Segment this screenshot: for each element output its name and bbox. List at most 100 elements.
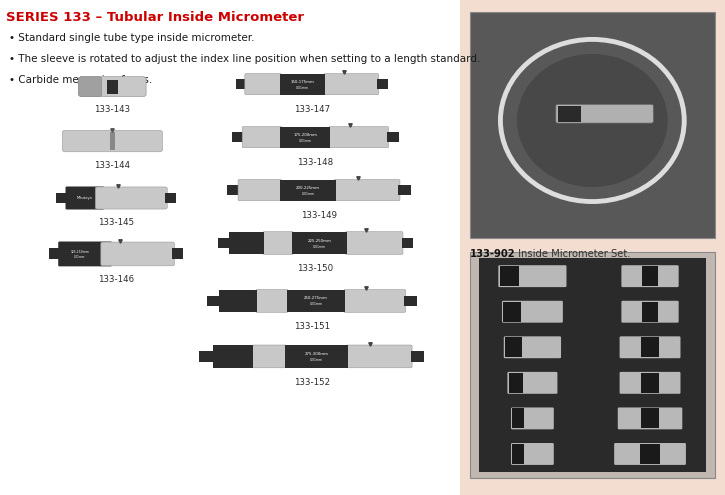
Bar: [232, 132, 244, 142]
Bar: [207, 296, 219, 306]
Bar: [281, 127, 331, 148]
FancyBboxPatch shape: [78, 77, 146, 97]
Bar: [218, 238, 229, 248]
Text: 0.01mm: 0.01mm: [313, 245, 326, 248]
Bar: [641, 408, 659, 428]
Bar: [558, 106, 581, 122]
FancyBboxPatch shape: [556, 104, 653, 123]
Text: 133-148: 133-148: [297, 157, 334, 167]
Bar: [107, 80, 118, 94]
Text: Inside Micrometer Set.: Inside Micrometer Set.: [515, 249, 631, 259]
Text: 0.01mm: 0.01mm: [299, 139, 312, 143]
FancyBboxPatch shape: [620, 372, 681, 394]
Text: Mitutoyo: Mitutoyo: [77, 196, 93, 200]
Bar: [229, 232, 265, 254]
Text: 225-250mm: 225-250mm: [307, 239, 331, 243]
FancyBboxPatch shape: [324, 74, 378, 95]
Bar: [500, 266, 519, 286]
Text: SERIES 133 – Tubular Inside Micrometer: SERIES 133 – Tubular Inside Micrometer: [6, 11, 304, 24]
Bar: [286, 290, 345, 312]
Text: 133-149: 133-149: [301, 210, 337, 220]
Bar: [199, 351, 213, 362]
FancyBboxPatch shape: [344, 290, 406, 312]
FancyBboxPatch shape: [620, 336, 681, 358]
Bar: [642, 266, 658, 286]
Text: 150-175mm: 150-175mm: [291, 80, 315, 84]
FancyBboxPatch shape: [78, 77, 102, 97]
FancyBboxPatch shape: [511, 407, 554, 429]
Bar: [377, 79, 388, 89]
FancyBboxPatch shape: [58, 242, 112, 266]
Bar: [213, 345, 253, 368]
Bar: [470, 252, 715, 478]
FancyBboxPatch shape: [618, 407, 682, 429]
Text: 133-151: 133-151: [294, 322, 330, 331]
FancyBboxPatch shape: [95, 187, 167, 209]
FancyBboxPatch shape: [498, 265, 566, 287]
FancyBboxPatch shape: [242, 127, 282, 148]
FancyBboxPatch shape: [504, 336, 561, 358]
FancyBboxPatch shape: [62, 130, 162, 152]
Bar: [236, 79, 246, 89]
Bar: [639, 444, 660, 464]
FancyBboxPatch shape: [347, 345, 412, 368]
Text: 133-150: 133-150: [297, 264, 334, 273]
FancyBboxPatch shape: [245, 74, 281, 95]
Bar: [503, 302, 521, 322]
Bar: [460, 0, 725, 495]
Text: • Carbide measuring faces.: • Carbide measuring faces.: [9, 75, 152, 85]
Text: 133-152: 133-152: [294, 378, 330, 387]
Bar: [402, 238, 413, 248]
FancyBboxPatch shape: [65, 187, 104, 209]
Text: 0.01mm: 0.01mm: [310, 302, 323, 306]
FancyBboxPatch shape: [507, 372, 558, 394]
Bar: [642, 337, 659, 357]
Text: • The sleeve is rotated to adjust the index line position when setting to a leng: • The sleeve is rotated to adjust the in…: [9, 54, 480, 64]
Bar: [387, 132, 399, 142]
Text: 133-144: 133-144: [94, 161, 130, 170]
Bar: [470, 12, 715, 238]
FancyBboxPatch shape: [502, 301, 563, 323]
Bar: [292, 232, 347, 254]
FancyBboxPatch shape: [621, 265, 679, 287]
Bar: [109, 132, 115, 150]
Bar: [280, 180, 336, 200]
FancyBboxPatch shape: [621, 301, 679, 323]
Text: 133-902: 133-902: [470, 249, 515, 259]
Bar: [642, 302, 658, 322]
Bar: [478, 258, 706, 472]
Bar: [505, 337, 521, 357]
Bar: [173, 248, 183, 259]
Text: 133-143: 133-143: [94, 105, 130, 114]
Bar: [49, 248, 59, 259]
Text: 133-147: 133-147: [294, 104, 330, 114]
Bar: [165, 193, 175, 203]
Text: 0.01mm: 0.01mm: [75, 255, 86, 259]
Text: 133-146: 133-146: [98, 275, 134, 284]
FancyBboxPatch shape: [511, 443, 554, 465]
Bar: [642, 373, 659, 393]
Bar: [57, 193, 67, 203]
Text: 0.01mm: 0.01mm: [310, 358, 323, 362]
Bar: [280, 74, 326, 95]
Text: 125-150mm: 125-150mm: [70, 250, 89, 254]
FancyBboxPatch shape: [614, 443, 686, 465]
Bar: [509, 373, 523, 393]
Bar: [399, 185, 412, 195]
Text: 0.01mm: 0.01mm: [297, 86, 309, 90]
Bar: [405, 296, 417, 306]
Bar: [219, 290, 257, 312]
FancyBboxPatch shape: [238, 180, 281, 200]
FancyBboxPatch shape: [334, 180, 400, 200]
Text: 275-300mm: 275-300mm: [304, 352, 328, 356]
Bar: [513, 408, 524, 428]
FancyBboxPatch shape: [252, 345, 286, 368]
Bar: [285, 345, 348, 368]
FancyBboxPatch shape: [101, 242, 175, 266]
Text: 200-225mm: 200-225mm: [296, 186, 320, 190]
Bar: [226, 185, 239, 195]
Bar: [513, 444, 524, 464]
FancyBboxPatch shape: [329, 127, 389, 148]
FancyBboxPatch shape: [345, 232, 403, 254]
Bar: [410, 351, 424, 362]
